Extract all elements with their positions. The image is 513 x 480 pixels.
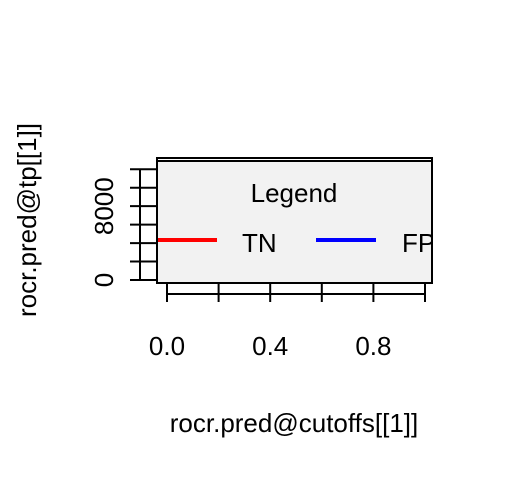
x-tick-label: 0.4 xyxy=(252,331,288,361)
legend-title: Legend xyxy=(251,178,338,208)
x-tick-label: 0.0 xyxy=(149,331,185,361)
y-axis-label: rocr.pred@tp[[1]] xyxy=(12,123,42,317)
legend: Legend TN FP xyxy=(157,160,435,283)
plot-frame xyxy=(156,157,433,284)
y-axis: 0 8000 xyxy=(89,168,156,287)
legend-label-tn: TN xyxy=(242,228,277,258)
legend-box xyxy=(157,160,432,283)
y-tick-label: 0 xyxy=(89,273,119,287)
x-axis-label: rocr.pred@cutoffs[[1]] xyxy=(170,408,418,438)
legend-label-fp: FP xyxy=(402,228,435,258)
y-tick-label: 8000 xyxy=(89,177,119,235)
x-tick-label: 0.8 xyxy=(355,331,391,361)
x-axis: 0.0 0.4 0.8 xyxy=(149,284,426,361)
